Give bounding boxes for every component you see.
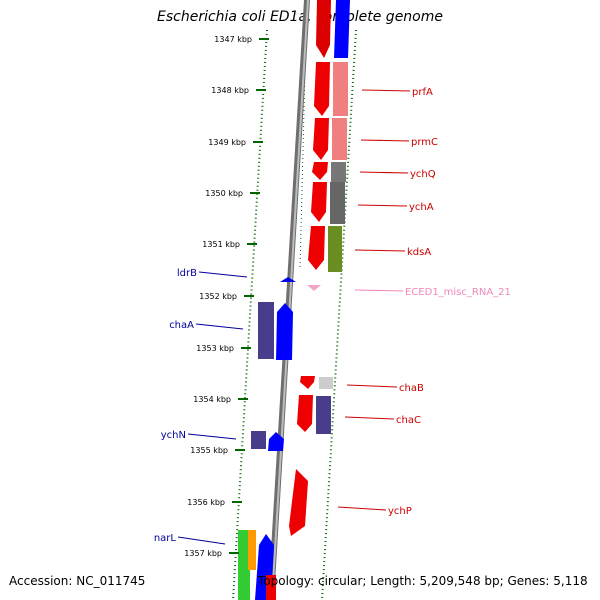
gene-feature-narL-green bbox=[238, 530, 250, 600]
gene-label-leader bbox=[360, 139, 410, 142]
left-gene-labels: ldrB chaA ychN narL bbox=[154, 268, 248, 545]
gene-feature-ychA-inner bbox=[311, 182, 327, 222]
gene-label-chaA: chaA bbox=[169, 320, 194, 331]
gene-feature-red-1 bbox=[316, 0, 331, 58]
gene-label-ychN: ychN bbox=[161, 430, 186, 441]
gene-label-chaC: chaC bbox=[396, 415, 421, 426]
gene-feature-narL-red bbox=[266, 575, 276, 600]
gene-feature-narL-orange bbox=[248, 530, 256, 570]
gene-feature-ldrB bbox=[280, 277, 296, 282]
gene-label-kdsA: kdsA bbox=[407, 247, 431, 258]
gene-label-ychQ: ychQ bbox=[410, 169, 436, 180]
gene-label-ychP: ychP bbox=[388, 506, 412, 517]
gene-feature-prfA-inner bbox=[314, 62, 330, 116]
ruler: 1347 kbp 1348 kbp 1349 kbp 1350 kbp 1351 kbp… bbox=[184, 35, 269, 558]
gene-label-leader bbox=[354, 249, 406, 252]
gene-feature-chaC-outer bbox=[316, 396, 331, 434]
gene-feature-ychN-right bbox=[268, 432, 284, 451]
gene-feature-chaB-outer bbox=[319, 377, 333, 389]
gene-label-leader bbox=[195, 323, 244, 330]
gene-label-prmC: prmC bbox=[411, 137, 438, 148]
gene-label-leader bbox=[354, 289, 404, 292]
gene-feature-prmC-inner bbox=[313, 118, 329, 160]
gene-feature-ychN-left bbox=[251, 431, 266, 449]
gene-feature-chaA-left bbox=[258, 302, 274, 359]
gene-label-prfA: prfA bbox=[412, 87, 433, 98]
gene-feature-ychQ-inner bbox=[312, 162, 328, 180]
gene-feature-prfA-outer bbox=[333, 62, 348, 116]
gene-label-ECED1_misc_RNA_21: ECED1_misc_RNA_21 bbox=[405, 287, 511, 298]
gene-label-narL: narL bbox=[154, 533, 177, 544]
right-gene-labels: prfA prmC ychQ ychA kdsA ECED1_misc_RNA_21cha… bbox=[337, 87, 511, 517]
gene-label-leader bbox=[187, 433, 237, 440]
gene-label-leader bbox=[198, 271, 248, 278]
gene-label-ychA: ychA bbox=[409, 202, 434, 213]
ruler-tick-label: 1350 kbp bbox=[205, 189, 243, 198]
gene-feature-chaC-inner bbox=[297, 395, 313, 432]
gene-feature-chaA-right bbox=[276, 303, 293, 360]
gene-label-ldrB: ldrB bbox=[177, 268, 197, 279]
title: Escherichia coli ED1a, complete genome bbox=[157, 9, 443, 25]
ruler-tick-label: 1353 kbp bbox=[196, 344, 234, 353]
ruler-tick-label: 1347 kbp bbox=[214, 35, 252, 44]
gene-label-leader bbox=[357, 204, 408, 207]
ruler-tick-label: 1357 kbp bbox=[184, 549, 222, 558]
ruler-tick-label: 1352 kbp bbox=[199, 292, 237, 301]
gene-feature-kdsA-inner bbox=[308, 226, 325, 270]
ruler-tick-label: 1348 kbp bbox=[211, 86, 249, 95]
gene-label-leader bbox=[344, 416, 395, 420]
gene-label-leader bbox=[337, 506, 387, 511]
gene-label-leader bbox=[359, 171, 409, 174]
accession-text: Accession: NC_011745 bbox=[9, 574, 146, 588]
genome-summary-text: Topology: circular; Length: 5,209,548 bp… bbox=[258, 574, 588, 588]
ruler-tick-label: 1356 kbp bbox=[187, 498, 225, 507]
chromosome-backbone-highlight bbox=[271, 0, 309, 600]
ruler-tick-label: 1351 kbp bbox=[202, 240, 240, 249]
gene-feature-chaB-inner bbox=[300, 376, 315, 389]
gene-feature-kdsA-outer bbox=[328, 226, 342, 272]
gene-label-leader bbox=[346, 384, 398, 388]
ruler-tick-label: 1349 kbp bbox=[208, 138, 246, 147]
ruler-tick-label: 1354 kbp bbox=[193, 395, 231, 404]
gene-feature-ychQ-outer bbox=[331, 162, 346, 182]
gene-feature-top-blue bbox=[334, 0, 350, 58]
gene-feature-prmC-outer bbox=[332, 118, 347, 160]
gene-label-leader bbox=[361, 89, 411, 92]
gene-feature-misc-rna bbox=[307, 285, 321, 291]
gene-label-leader bbox=[177, 536, 226, 545]
gene-features bbox=[238, 0, 350, 600]
gene-label-chaB: chaB bbox=[399, 383, 424, 394]
gene-feature-ychP bbox=[289, 469, 308, 536]
ruler-tick-label: 1355 kbp bbox=[190, 446, 228, 455]
gene-feature-ychA-outer bbox=[330, 182, 345, 224]
